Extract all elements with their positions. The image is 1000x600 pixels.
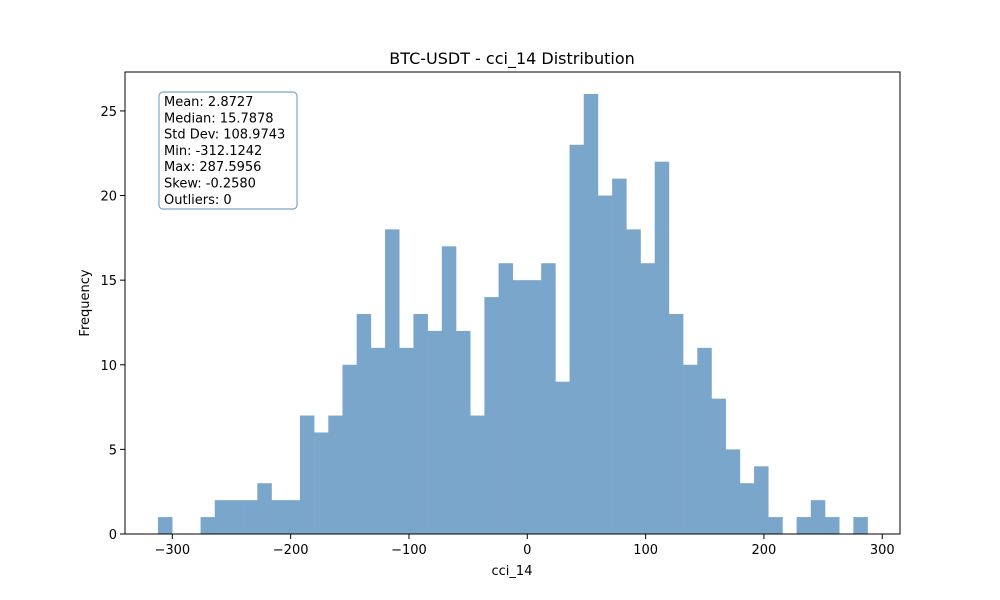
stats-line: Median: 15.7878 (164, 111, 274, 126)
histogram-bar (569, 144, 585, 534)
histogram-bar (711, 398, 726, 534)
histogram-bar (640, 263, 655, 534)
histogram-bar (498, 263, 514, 534)
histogram-bar (697, 347, 712, 534)
chart-title: BTC-USDT - cci_14 Distribution (389, 49, 635, 69)
y-tick-label: 20 (100, 190, 117, 205)
histogram-bar (555, 381, 570, 534)
x-tick-label: 200 (752, 543, 777, 558)
histogram-bar (526, 280, 542, 534)
histogram-bar (725, 449, 741, 534)
x-tick-label: 0 (523, 543, 531, 558)
stats-box-frame (158, 91, 298, 210)
stats-line: Outliers: 0 (164, 193, 232, 208)
stats-line: Mean: 2.8727 (164, 95, 253, 110)
histogram-bar (157, 517, 173, 534)
histogram-bar (583, 94, 599, 534)
histogram-bar (200, 517, 216, 534)
histogram-bar (668, 314, 684, 534)
stats-line: Std Dev: 108.9743 (164, 128, 285, 143)
histogram-bar (612, 178, 627, 534)
histogram-bar (257, 483, 272, 534)
histogram-bar (441, 246, 457, 535)
histogram-bar (413, 314, 428, 534)
histogram-bar (654, 161, 670, 534)
histogram-bar (214, 500, 230, 534)
histogram-bar (470, 415, 485, 534)
histogram-bar (427, 330, 443, 534)
y-tick-label: 15 (100, 274, 117, 289)
histogram-bar (512, 280, 528, 534)
histogram-bar (342, 364, 357, 534)
histogram-bar (370, 347, 386, 534)
histogram-bar (399, 347, 414, 534)
histogram-bar (824, 517, 840, 534)
x-tick-label: −300 (154, 543, 190, 558)
histogram-bar (683, 364, 698, 534)
y-tick-label: 10 (100, 359, 117, 374)
x-axis-label: cci_14 (492, 564, 533, 579)
x-tick-label: −100 (391, 543, 427, 558)
x-axis-ticks: −300 −200 −100 0 100 200 300 (154, 534, 895, 558)
histogram-bar (456, 330, 471, 534)
histogram-bar (271, 500, 287, 534)
x-tick-label: 300 (870, 543, 895, 558)
histogram-bar (228, 500, 244, 534)
histogram-bar (243, 500, 258, 534)
x-tick-label: 100 (633, 543, 658, 558)
stats-line: Min: -312.1242 (164, 144, 262, 159)
stats-line: Max: 287.5956 (164, 160, 261, 175)
histogram-bar (853, 517, 868, 534)
histogram-bar (739, 483, 755, 534)
plot-frame (124, 71, 901, 535)
y-tick-label: 25 (100, 105, 117, 120)
histogram-bar (285, 500, 301, 534)
histogram-bar (356, 314, 372, 534)
histogram-bar (314, 432, 329, 534)
histogram-bar (541, 263, 556, 534)
histogram-bar (768, 517, 783, 534)
stats-line: Skew: -0.2580 (164, 177, 256, 192)
histogram-bar (796, 517, 812, 534)
histogram-bar (597, 195, 613, 535)
histogram-bar (299, 415, 315, 534)
y-axis-label: Frequency (78, 269, 93, 336)
bars-group (157, 94, 868, 535)
histogram-bar (385, 229, 400, 534)
histogram-bar (626, 229, 641, 534)
y-axis-ticks: 0 5 10 15 20 25 (100, 105, 125, 543)
histogram-bar (810, 500, 826, 534)
histogram-bar (328, 415, 343, 534)
x-tick-label: −200 (273, 543, 309, 558)
histogram-bar (484, 297, 499, 534)
y-tick-label: 5 (109, 443, 117, 458)
y-tick-label: 0 (109, 528, 117, 543)
histogram-bar (754, 466, 769, 534)
